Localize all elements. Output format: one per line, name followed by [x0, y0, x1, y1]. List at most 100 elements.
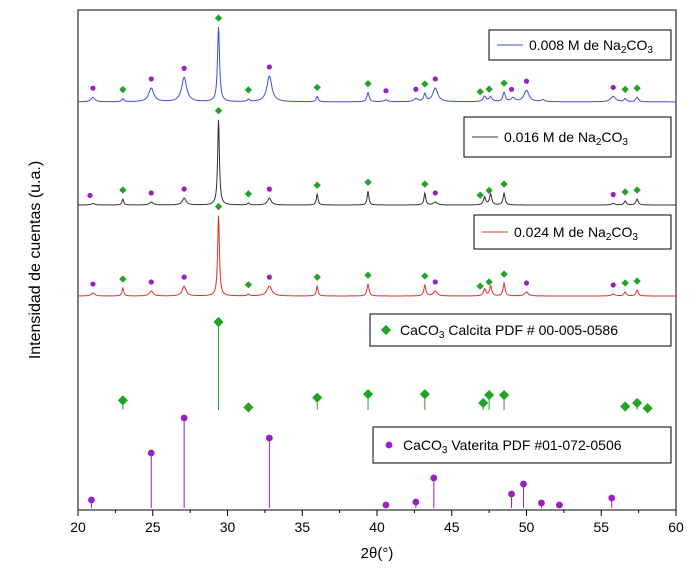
x-tick-label: 55 [593, 519, 609, 535]
legend-label: 0.016 M de Na2CO3 [504, 129, 628, 148]
vaterite-marker [181, 65, 187, 71]
calcite-stick-marker [362, 389, 374, 400]
calcite-marker [244, 281, 253, 289]
legend-dot-swatch [385, 441, 393, 449]
calcite-marker [621, 279, 629, 287]
x-axis-label: 2θ(°) [361, 545, 394, 562]
calcite-marker [313, 273, 321, 281]
vaterite-stick-marker [412, 498, 420, 506]
vaterite-stick-marker [180, 414, 188, 422]
calcite-marker [244, 86, 253, 94]
calcite-marker [214, 202, 223, 211]
x-tick-label: 40 [369, 519, 385, 535]
calcite-marker [119, 275, 127, 283]
legend-box [463, 116, 672, 158]
calcite-marker [119, 186, 127, 194]
calcite-marker [214, 14, 223, 22]
legend-label: 0.024 M de Na2CO3 [514, 224, 638, 243]
calcite-stick-marker [419, 389, 430, 400]
vaterite-marker [432, 190, 438, 196]
x-tick-label: 45 [444, 519, 460, 535]
calcite-marker [421, 80, 429, 88]
calcite-stick-marker [632, 397, 643, 409]
x-tick-label: 35 [294, 519, 310, 535]
legend-box [369, 313, 672, 347]
trace-series_0008 [78, 27, 676, 103]
legend-label: CaCO3 Vaterita PDF #01-072-0506 [403, 437, 622, 456]
diffraction-traces [78, 27, 677, 297]
vaterite-stick-marker [382, 501, 390, 509]
y-axis-label: Intensidad de cuentas (u.a.) [27, 161, 44, 359]
calcite-marker [500, 270, 508, 278]
calcite-marker [313, 181, 321, 189]
vaterite-marker [181, 274, 187, 280]
calcite-marker [364, 79, 372, 88]
vaterite-stick-marker [88, 496, 95, 504]
calcite-stick-marker [213, 316, 224, 328]
legend-diamond-swatch [380, 324, 392, 336]
trace-series_0024 [78, 215, 676, 297]
vaterite-marker [87, 192, 93, 199]
x-tick-label: 60 [668, 519, 684, 535]
legends: 0.008 M de Na2CO3 0.016 M de Na2CO3 0.024 … [369, 29, 672, 464]
vaterite-marker [432, 279, 438, 285]
calcite-marker [476, 282, 484, 290]
calcite-stick-marker [117, 395, 128, 406]
vaterite-stick-marker [538, 499, 545, 507]
trace-series_0016 [78, 119, 677, 206]
vaterite-stick-marker [555, 501, 563, 509]
calcite-marker [621, 85, 629, 94]
calcite-marker [621, 188, 629, 196]
vaterite-marker [266, 274, 272, 280]
vaterite-marker [523, 78, 530, 84]
legend-label: CaCO3 Calcita PDF # 00-005-0586 [400, 322, 618, 341]
calcite-stick-marker [478, 397, 489, 409]
calcite-marker [313, 83, 321, 92]
vaterite-marker [610, 191, 616, 198]
vaterite-marker [413, 86, 419, 92]
x-tick-label: 25 [145, 519, 161, 535]
calcite-stick-marker [243, 402, 254, 413]
vaterite-marker [432, 76, 438, 82]
calcite-stick-marker [498, 389, 510, 401]
calcite-marker [485, 278, 493, 286]
vaterite-marker [383, 88, 389, 94]
x-tick-label: 20 [70, 519, 86, 535]
vaterite-marker [148, 279, 154, 285]
calcite-stick-marker [312, 392, 323, 403]
vaterite-stick-marker [430, 474, 438, 482]
calcite-marker [476, 88, 484, 96]
vaterite-marker [90, 85, 96, 91]
vaterite-marker [610, 84, 616, 91]
vaterite-marker [148, 190, 154, 196]
x-tick-label: 50 [519, 519, 535, 535]
vaterite-marker [181, 186, 187, 192]
vaterite-stick-marker [520, 480, 527, 488]
calcite-marker [476, 191, 484, 199]
vaterite-stick-marker [265, 434, 273, 442]
reference-patterns [88, 316, 653, 509]
calcite-marker [421, 180, 429, 188]
vaterite-marker [90, 281, 96, 287]
calcite-marker [244, 190, 253, 198]
calcite-marker [633, 84, 641, 92]
calcite-marker [364, 178, 372, 186]
vaterite-marker [523, 280, 530, 286]
calcite-marker [364, 271, 372, 279]
legend-label: 0.008 M de Na2CO3 [529, 37, 653, 56]
vaterite-marker [148, 76, 154, 82]
vaterite-stick-marker [608, 494, 616, 502]
vaterite-stick-marker [147, 449, 155, 457]
calcite-stick-marker [484, 389, 495, 401]
x-axis-ticks: 20 25 30 35 40 45 50 55 60 [70, 510, 684, 535]
vaterite-stick-marker [508, 490, 515, 498]
calcite-marker [119, 85, 127, 94]
calcite-marker [633, 186, 641, 194]
calcite-marker [500, 180, 508, 188]
vaterite-marker [610, 282, 616, 288]
calcite-marker [421, 272, 429, 280]
calcite-marker [485, 85, 493, 93]
calcite-stick-marker [642, 403, 653, 414]
x-tick-label: 30 [220, 519, 236, 535]
